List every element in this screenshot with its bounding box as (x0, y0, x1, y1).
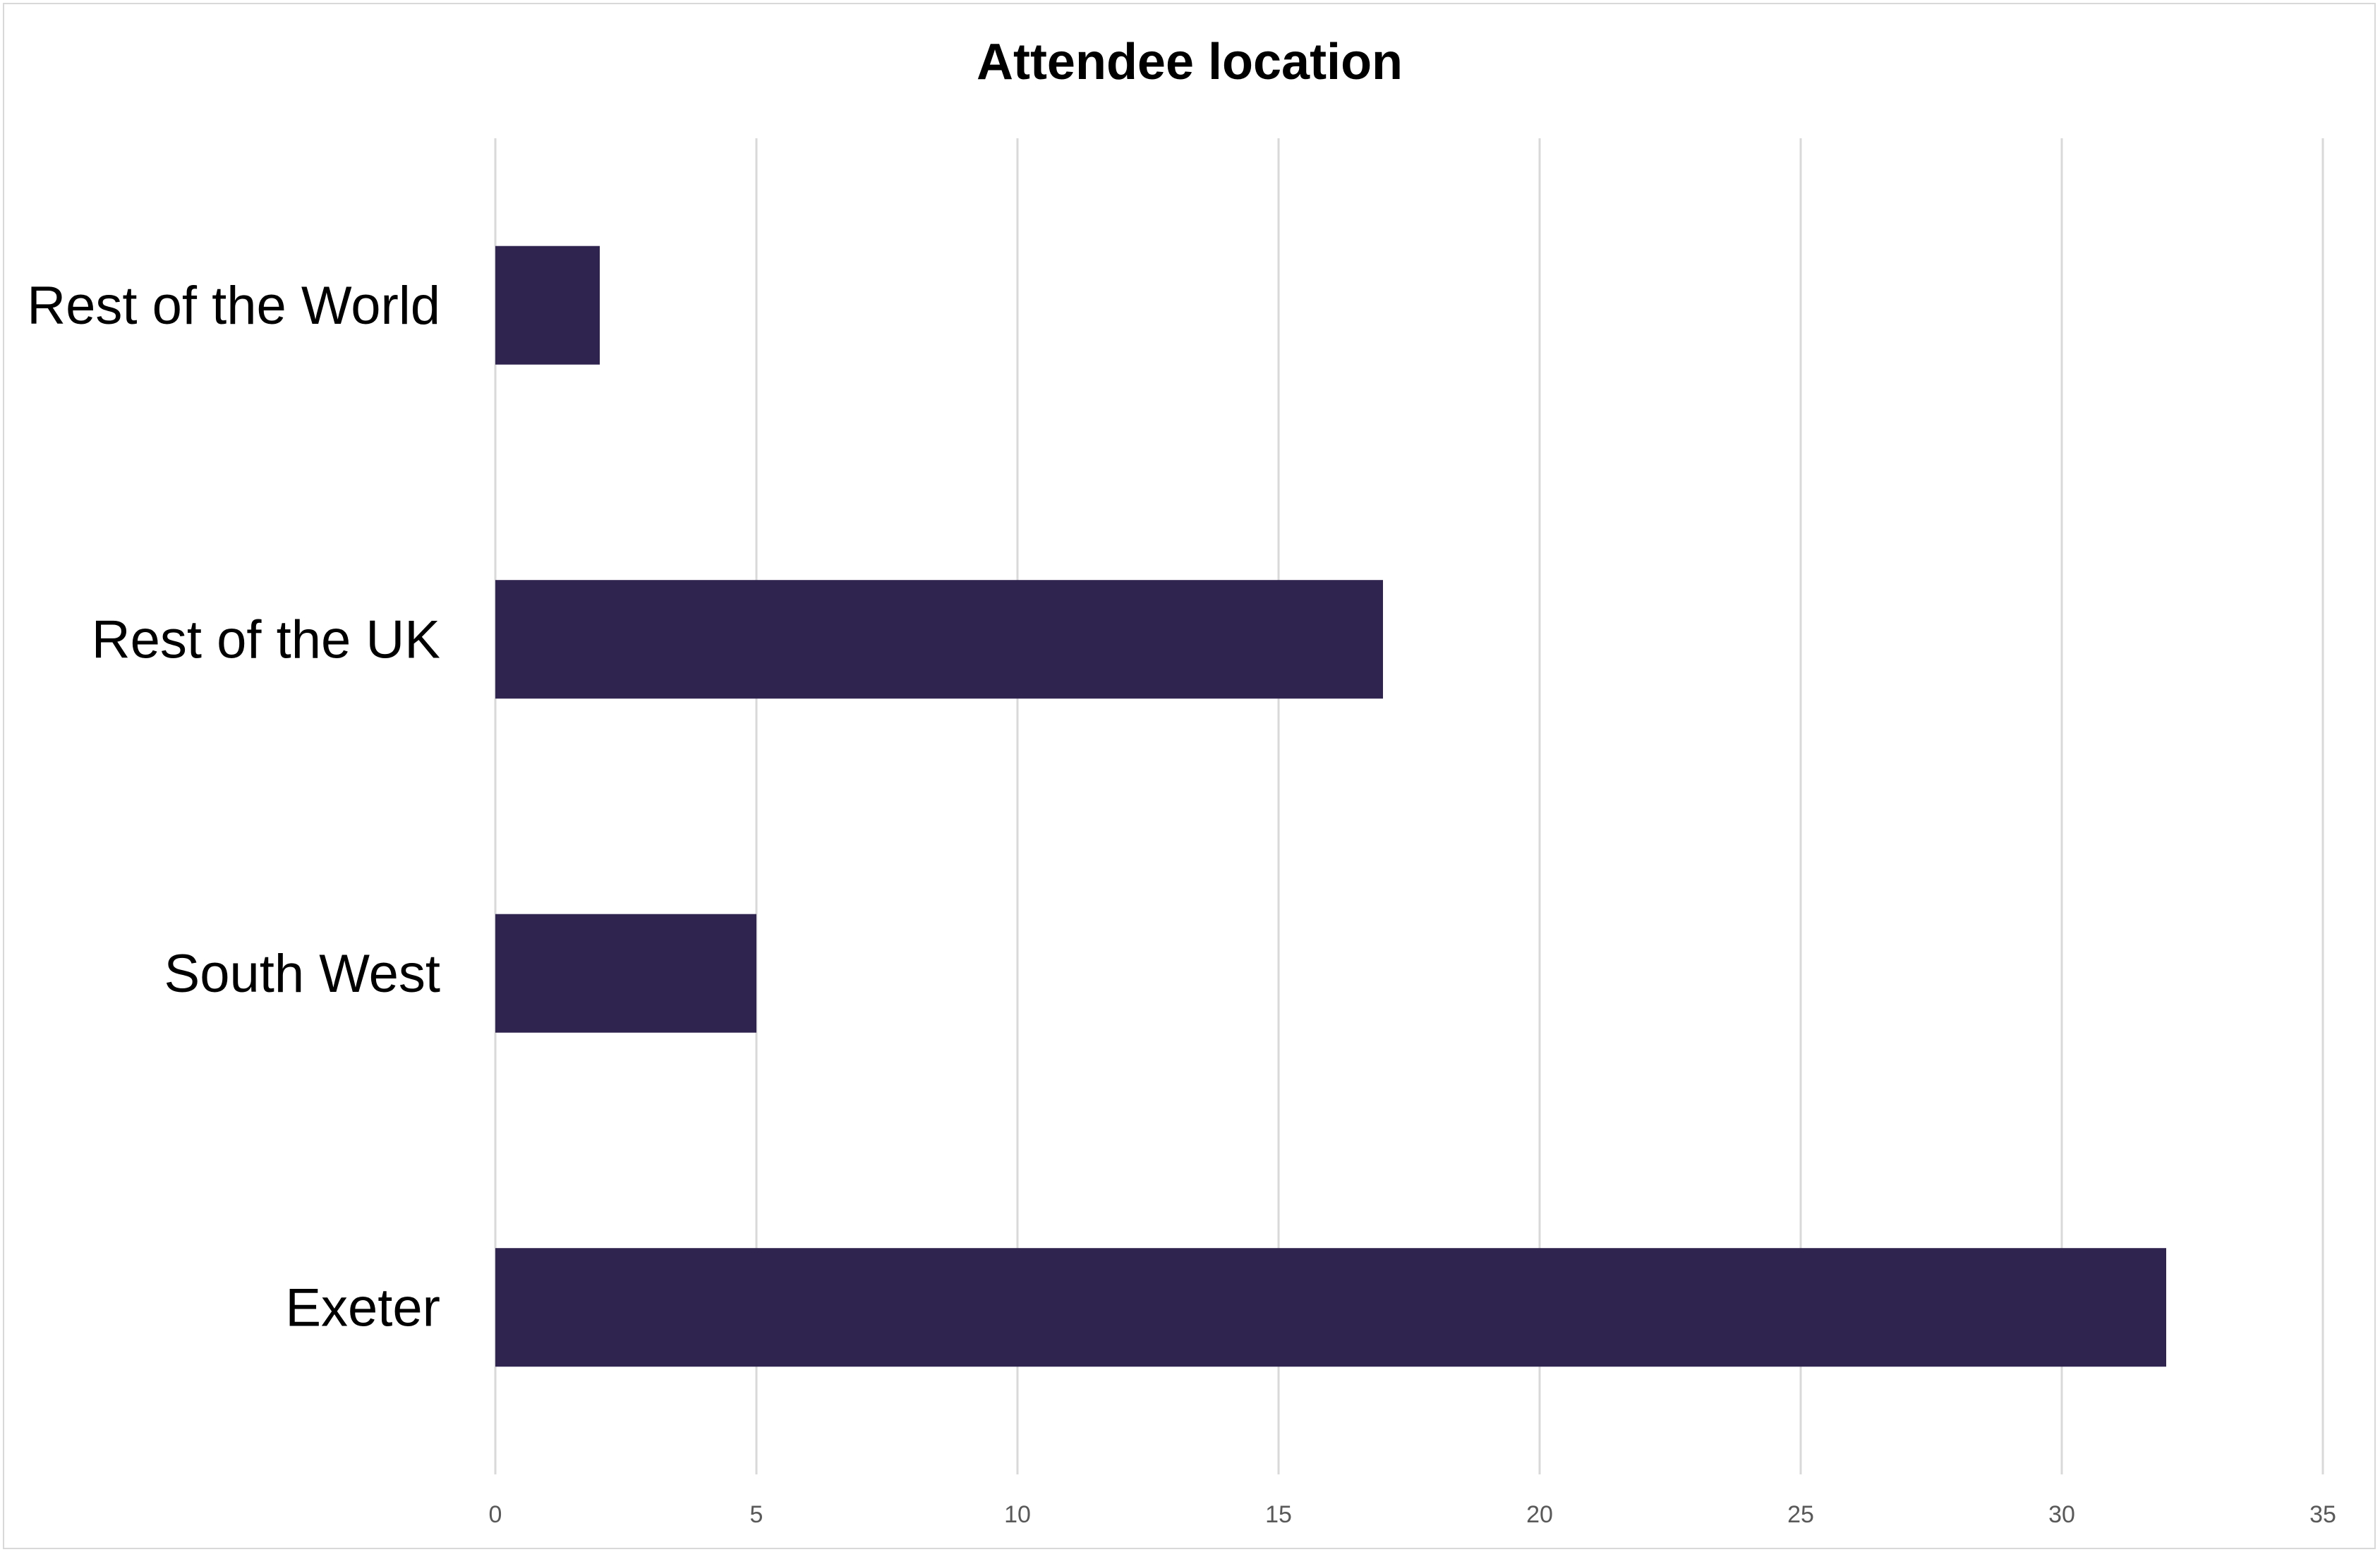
x-tick-label: 0 (489, 1501, 502, 1528)
bar (495, 580, 1383, 699)
category-label: Exeter (285, 1278, 440, 1338)
x-tick-label: 15 (1265, 1501, 1292, 1528)
bar (495, 245, 600, 365)
x-tick-label: 5 (750, 1501, 763, 1528)
x-tick-label: 30 (2048, 1501, 2075, 1528)
x-axis-tick-labels: 0 5 10 15 20 25 30 35 (489, 1501, 2336, 1528)
category-labels: Rest of the World Rest of the UK South Wes… (27, 276, 440, 1338)
chart-title: Attendee location (977, 34, 1403, 90)
category-label: Rest of the World (27, 276, 440, 336)
category-label: South West (164, 944, 440, 1004)
category-label: Rest of the UK (92, 610, 440, 669)
x-tick-label: 10 (1004, 1501, 1031, 1528)
bar (495, 1248, 2166, 1367)
x-tick-label: 25 (1787, 1501, 1814, 1528)
bars (495, 245, 2166, 1367)
x-tick-label: 20 (1526, 1501, 1553, 1528)
bar (495, 914, 756, 1033)
x-tick-label: 35 (2309, 1501, 2336, 1528)
